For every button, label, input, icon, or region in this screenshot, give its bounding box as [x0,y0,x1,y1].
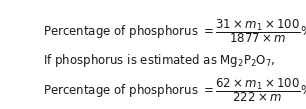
Text: If phosphorus is estimated as $\mathrm{Mg_2P_2O_7}$,: If phosphorus is estimated as $\mathrm{M… [43,52,275,69]
Text: Percentage of phosphorus $=\dfrac{62\times m_1\times 100}{222\times m}$%: Percentage of phosphorus $=\dfrac{62\tim… [43,76,306,104]
Text: Percentage of phosphorus $=\dfrac{31\times m_1\times 100}{1877\times m}$%: Percentage of phosphorus $=\dfrac{31\tim… [43,18,306,45]
